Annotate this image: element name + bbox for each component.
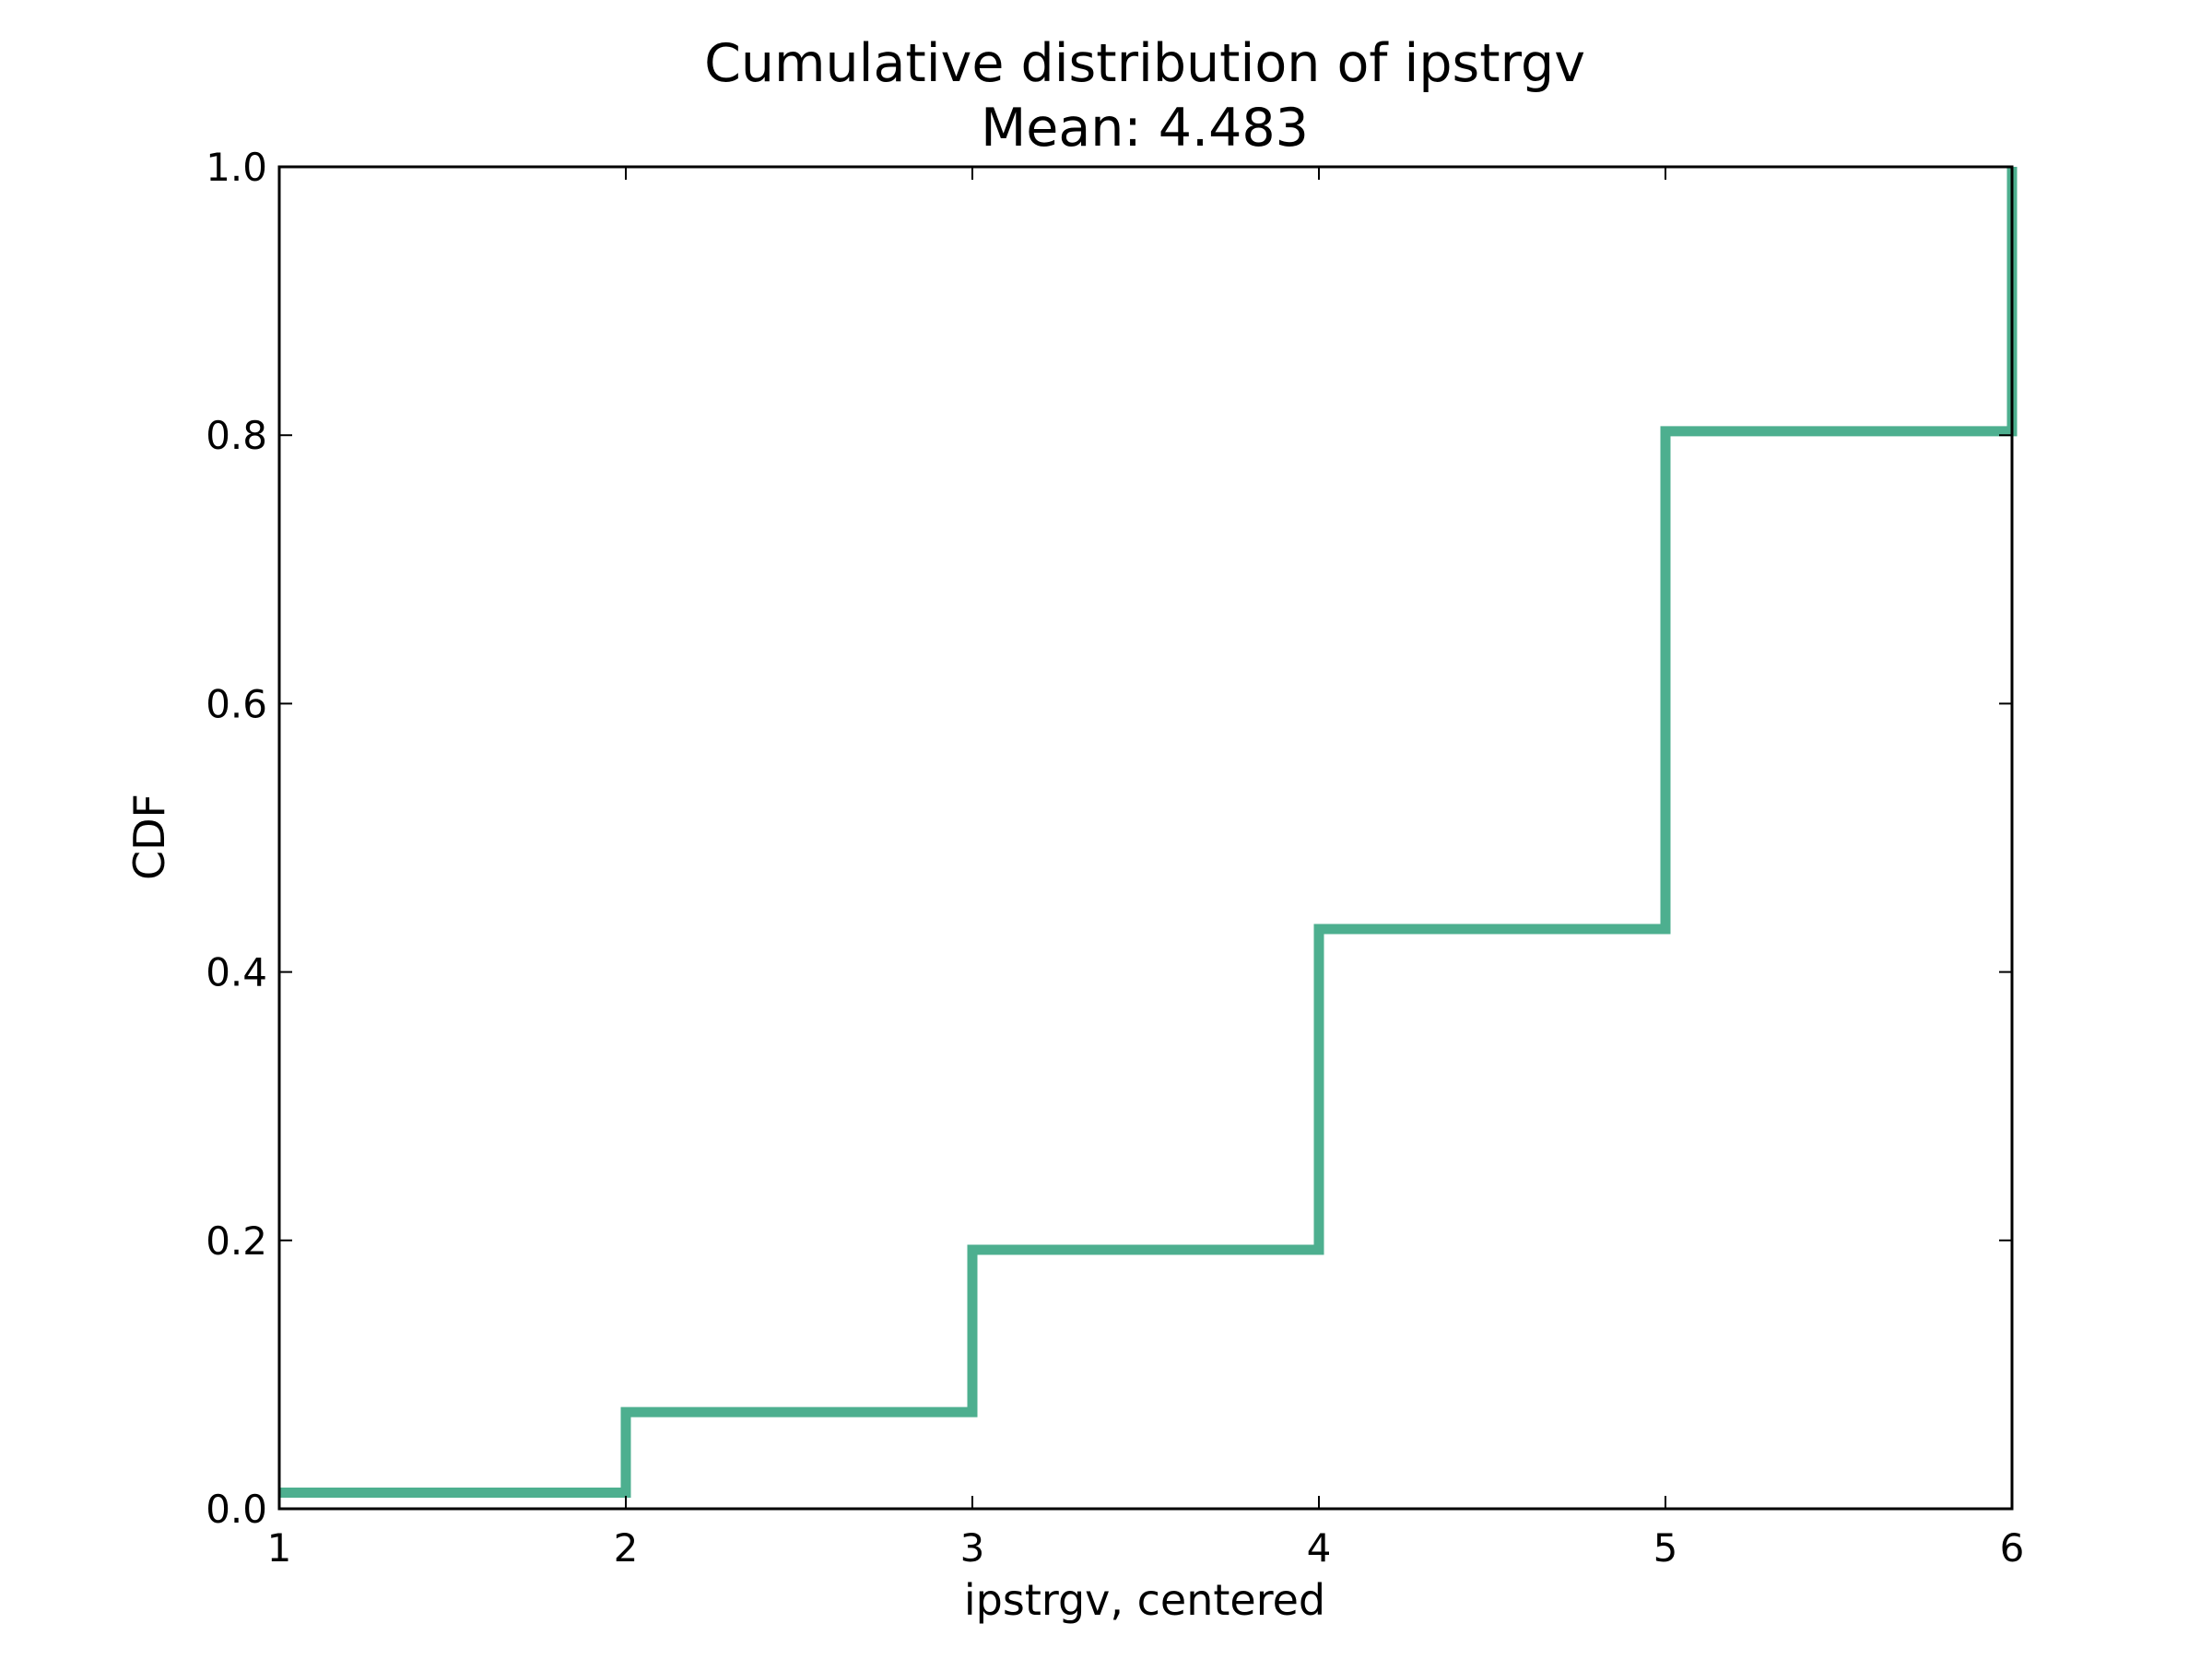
y-tick-label: 0.8: [206, 413, 267, 458]
x-tick-label: 1: [267, 1525, 292, 1571]
x-tick-label: 5: [1653, 1525, 1678, 1571]
x-axis-label: ipstrgv, centered: [964, 1575, 1325, 1625]
plot-area: 1 2 3 4 5 6 0.0 0.2 0.4 0.6 0.8 1.0: [206, 145, 2024, 1571]
plot-frame: [277, 165, 2014, 1511]
y-tick-label: 0.0: [206, 1487, 267, 1532]
chart-subtitle: Mean: 4.483: [981, 98, 1309, 159]
x-tick-label: 3: [960, 1525, 985, 1571]
x-tick-label: 6: [2000, 1525, 2025, 1571]
chart-title: Cumulative distribution of ipstrgv: [704, 33, 1585, 94]
y-tick-label: 0.2: [206, 1218, 267, 1264]
cdf-step-line-0: [279, 167, 2018, 1499]
x-tick-label: 2: [614, 1525, 639, 1571]
y-tick-label: 0.6: [206, 681, 267, 726]
y-axis-label: CDF: [124, 794, 174, 880]
y-tick-label: 1.0: [206, 145, 267, 190]
x-tick-label: 4: [1307, 1525, 1332, 1571]
y-tick-label: 0.4: [206, 950, 267, 995]
